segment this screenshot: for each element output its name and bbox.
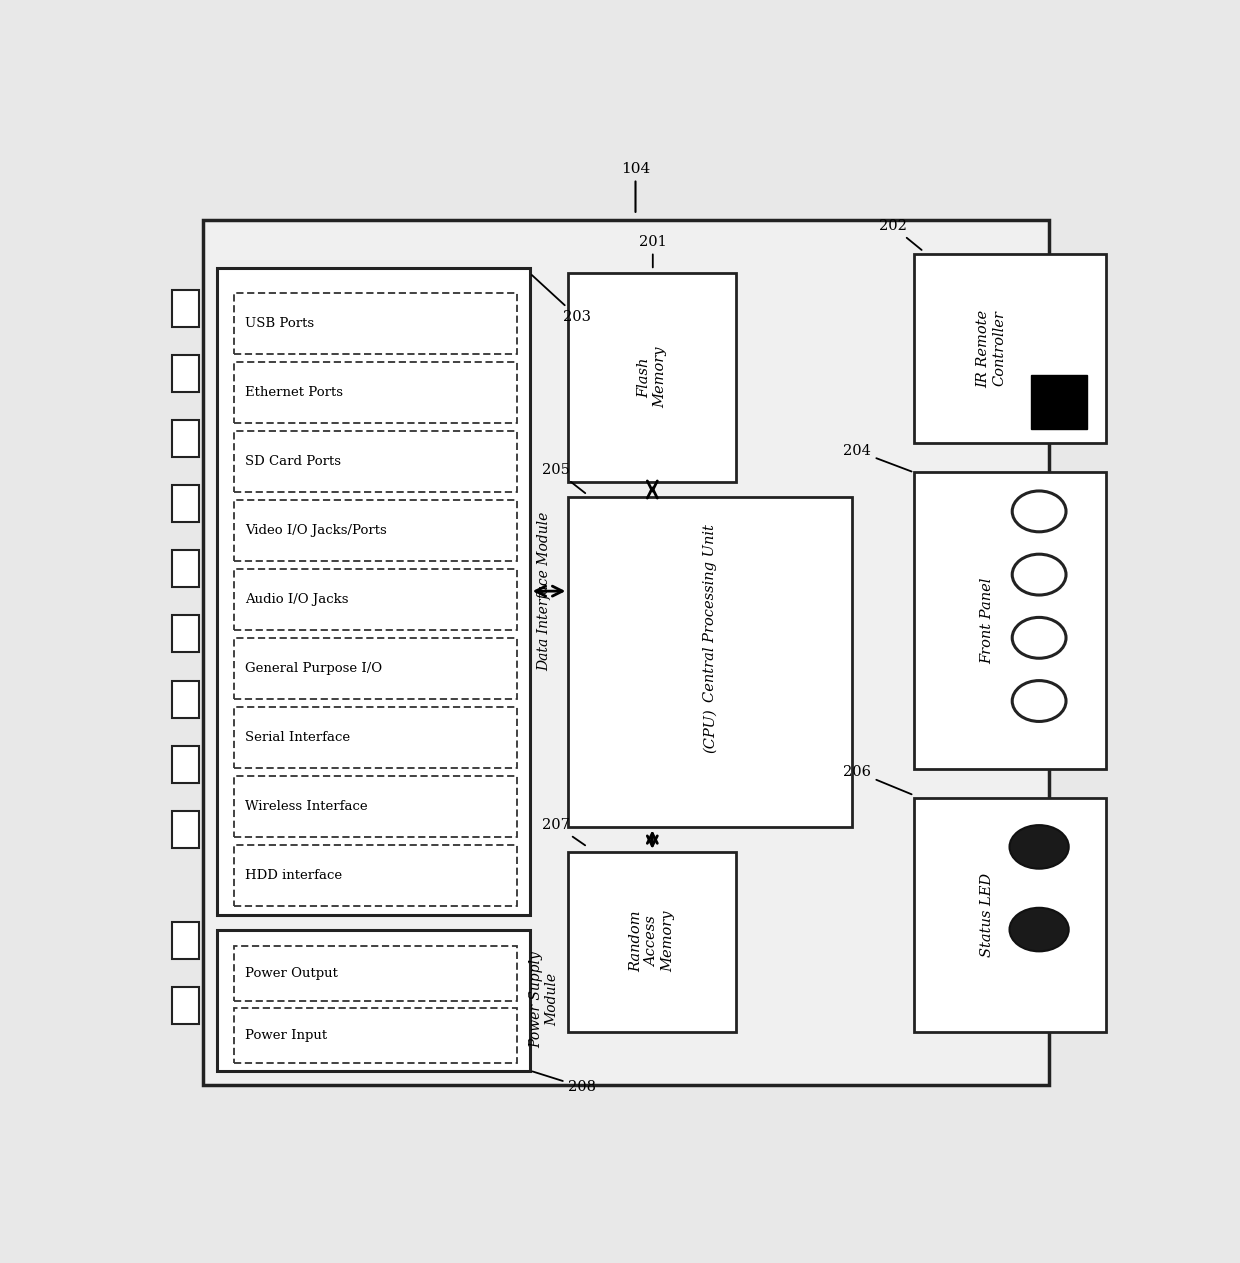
- Bar: [234, 775, 517, 837]
- Bar: [234, 845, 517, 907]
- Bar: [172, 922, 200, 959]
- Text: 201: 201: [639, 235, 667, 268]
- Bar: [234, 293, 517, 354]
- Text: (CPU): (CPU): [703, 707, 717, 753]
- Bar: [217, 930, 529, 1071]
- Bar: [234, 568, 517, 630]
- Bar: [234, 707, 517, 768]
- Text: Front Panel: Front Panel: [981, 577, 994, 664]
- Text: Flash
Memory: Flash Memory: [637, 347, 667, 408]
- Text: 206: 206: [843, 765, 911, 794]
- Text: 104: 104: [621, 162, 650, 212]
- Text: Ethernet Ports: Ethernet Ports: [246, 385, 343, 399]
- Bar: [172, 811, 200, 847]
- Bar: [234, 431, 517, 493]
- Bar: [234, 638, 517, 700]
- Text: Status LED: Status LED: [981, 873, 994, 957]
- Bar: [172, 421, 200, 457]
- Text: IR Remote
Controller: IR Remote Controller: [976, 309, 1006, 388]
- Ellipse shape: [1009, 825, 1069, 869]
- Text: Serial Interface: Serial Interface: [246, 731, 351, 744]
- Text: Power Input: Power Input: [246, 1029, 327, 1042]
- Text: USB Ports: USB Ports: [246, 317, 315, 330]
- Bar: [914, 254, 1106, 443]
- Text: Data Interface Module: Data Interface Module: [537, 512, 552, 671]
- Text: 202: 202: [879, 220, 921, 250]
- Bar: [172, 615, 200, 653]
- Bar: [568, 496, 852, 827]
- Bar: [568, 273, 737, 482]
- Text: General Purpose I/O: General Purpose I/O: [246, 662, 382, 674]
- Bar: [172, 485, 200, 522]
- Bar: [1032, 375, 1087, 428]
- Text: 203: 203: [532, 275, 591, 323]
- Text: Video I/O Jacks/Ports: Video I/O Jacks/Ports: [246, 524, 387, 537]
- Bar: [172, 289, 200, 327]
- Text: Random
Access
Memory: Random Access Memory: [629, 911, 676, 973]
- Ellipse shape: [1009, 908, 1069, 951]
- Bar: [234, 361, 517, 423]
- Bar: [217, 268, 529, 914]
- Bar: [234, 500, 517, 561]
- Bar: [172, 745, 200, 783]
- Text: Central Processing Unit: Central Processing Unit: [703, 524, 717, 702]
- Bar: [172, 551, 200, 587]
- Text: Power Output: Power Output: [246, 967, 339, 980]
- Text: HDD interface: HDD interface: [246, 869, 342, 882]
- Text: 204: 204: [843, 443, 911, 471]
- Bar: [568, 851, 737, 1032]
- Bar: [172, 355, 200, 392]
- Bar: [203, 220, 1049, 1085]
- Text: 207: 207: [542, 818, 585, 845]
- Text: SD Card Ports: SD Card Ports: [246, 455, 341, 467]
- Text: 208: 208: [532, 1071, 596, 1094]
- Bar: [234, 946, 517, 1000]
- Bar: [172, 681, 200, 717]
- Text: Wireless Interface: Wireless Interface: [246, 799, 368, 813]
- Bar: [914, 472, 1106, 769]
- Bar: [172, 986, 200, 1024]
- Text: 205: 205: [542, 464, 585, 493]
- Text: Audio I/O Jacks: Audio I/O Jacks: [246, 592, 348, 606]
- Bar: [914, 798, 1106, 1032]
- Text: Power Supply
Module: Power Supply Module: [529, 951, 559, 1048]
- Bar: [234, 1008, 517, 1062]
